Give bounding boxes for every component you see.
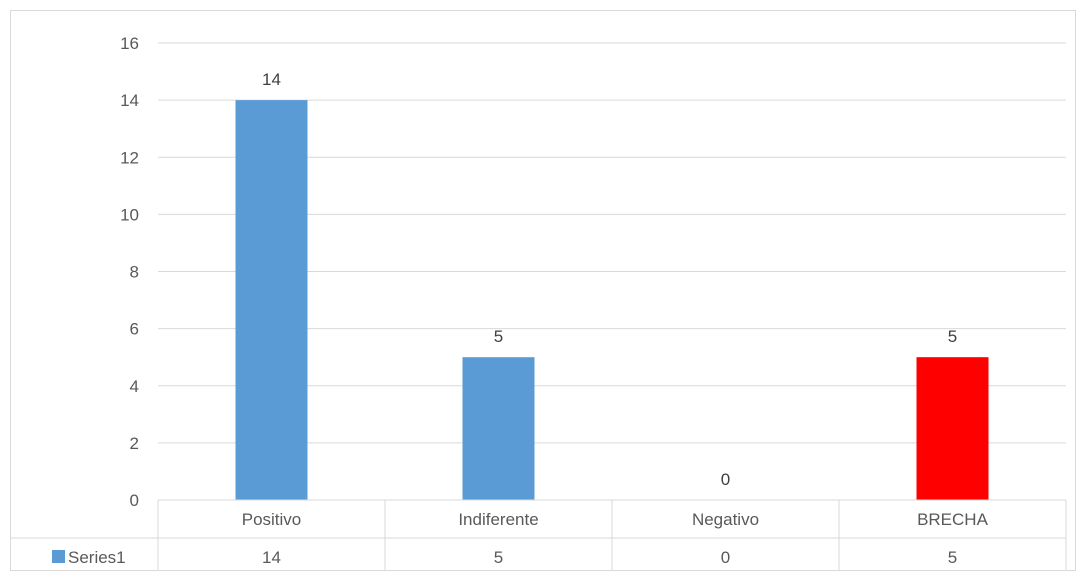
- bar-indiferente: [462, 357, 535, 500]
- table-value: 14: [262, 548, 281, 567]
- category-label: BRECHA: [917, 510, 989, 529]
- data-label: 14: [262, 70, 281, 89]
- data-label: 0: [721, 470, 730, 489]
- chart-frame: 0 2 4 6 8 10 12 14 16 14 5 0 5 Positivo 14 Indiferent…: [10, 10, 1076, 571]
- legend-swatch: [52, 550, 65, 563]
- y-tick-label: 10: [120, 205, 139, 224]
- data-label: 5: [948, 327, 957, 346]
- category-label: Indiferente: [458, 510, 538, 529]
- data-label: 5: [494, 327, 503, 346]
- category-label: Positivo: [242, 510, 302, 529]
- y-tick-label: 12: [120, 148, 139, 167]
- data-table: Positivo 14 Indiferente 5 Negativo 0 BRECHA 5 Se…: [11, 499, 1067, 570]
- y-tick-label: 8: [130, 263, 139, 282]
- bar-brecha: [916, 357, 989, 500]
- data-labels: 14 5 0 5: [262, 70, 957, 489]
- legend-series-name: Series1: [68, 548, 126, 567]
- y-axis-ticks: 0 2 4 6 8 10 12 14 16: [120, 34, 139, 510]
- y-tick-label: 6: [130, 320, 139, 339]
- bar-positivo: [235, 100, 308, 500]
- gridlines: [158, 42, 1066, 444]
- bar-chart: 0 2 4 6 8 10 12 14 16 14 5 0 5 Positivo 14 Indiferent…: [11, 34, 1067, 570]
- y-tick-label: 0: [130, 491, 139, 510]
- y-tick-label: 14: [120, 91, 139, 110]
- table-value: 5: [494, 548, 503, 567]
- y-tick-label: 16: [120, 34, 139, 53]
- y-tick-label: 4: [130, 377, 139, 396]
- table-value: 0: [721, 548, 730, 567]
- y-tick-label: 2: [130, 434, 139, 453]
- bars: [235, 100, 989, 500]
- table-value: 5: [948, 548, 957, 567]
- category-label: Negativo: [692, 510, 759, 529]
